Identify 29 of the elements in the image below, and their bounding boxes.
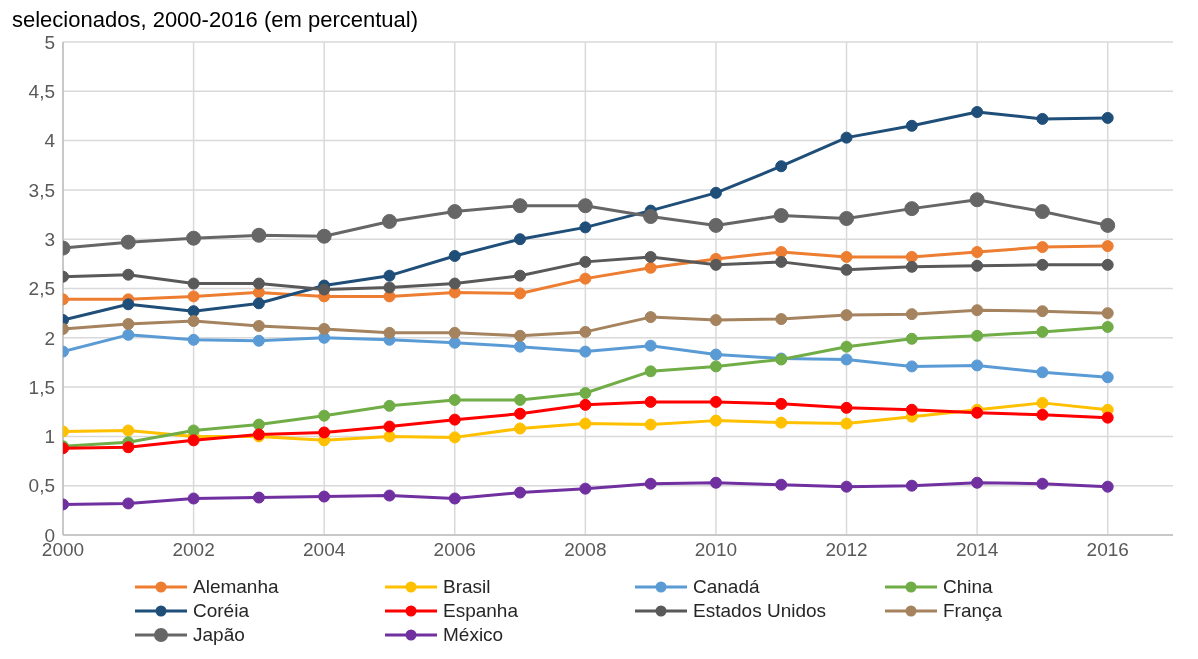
legend-label: Brasil <box>443 575 491 599</box>
legend-label: Espanha <box>443 599 519 623</box>
chart-title: selecionados, 2000-2016 (em percentual) <box>12 7 420 32</box>
x-tick-label: 2004 <box>303 539 346 561</box>
y-tick-label: 1 <box>44 426 55 448</box>
legend-label: Estados Unidos <box>693 599 827 623</box>
y-tick-label: 4,5 <box>28 81 55 103</box>
legend-label: Alemanha <box>193 575 279 599</box>
y-tick-label: 5 <box>44 31 55 53</box>
y-tick-label: 1,5 <box>28 376 55 398</box>
y-tick-label: 3 <box>44 228 55 250</box>
y-tick-label: 4 <box>44 130 56 152</box>
y-tick-label: 2 <box>44 327 55 349</box>
legend-label: Canadá <box>693 575 760 599</box>
y-tick-label: 0,5 <box>28 475 55 497</box>
x-tick-label: 2016 <box>1086 539 1129 561</box>
legend-label: França <box>943 599 1003 623</box>
y-tick-label: 2,5 <box>28 278 55 300</box>
x-tick-label: 2010 <box>694 539 738 561</box>
legend-label: China <box>943 575 993 599</box>
x-tick-label: 2002 <box>172 539 215 561</box>
legend-label: México <box>443 623 504 647</box>
x-tick-label: 2008 <box>564 539 607 561</box>
legend-label: Coréia <box>193 599 249 623</box>
x-tick-label: 2006 <box>433 539 476 561</box>
x-tick-label: 2014 <box>955 539 999 561</box>
x-tick-label: 2012 <box>825 539 868 561</box>
legend-label: Japão <box>193 623 245 647</box>
y-tick-label: 3,5 <box>28 179 55 201</box>
